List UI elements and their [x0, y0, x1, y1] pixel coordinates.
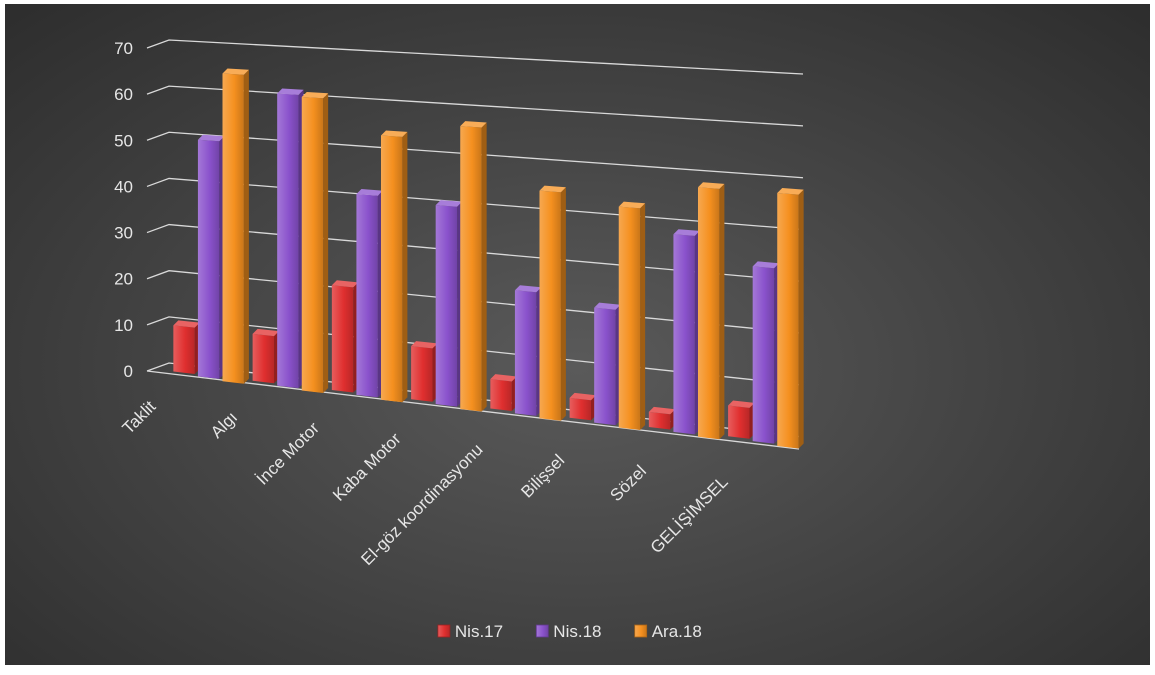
bar-Ara.18-GELİŞİMSEL [777, 188, 804, 449]
y-tick-label: 20 [114, 270, 133, 289]
chart-area: 0 10 20 30 40 50 60 70 Taklit Algı İnce Motor Kaba… [5, 4, 1150, 665]
bar-Nis.18-Sözel [673, 229, 700, 435]
x-category-label: Kaba Motor [329, 429, 405, 505]
y-tick-label: 10 [114, 316, 133, 335]
bar-Nis.18-Kaba Motor [435, 200, 463, 407]
x-category-label: İnce Motor [253, 418, 323, 488]
y-tick-label: 30 [114, 224, 133, 243]
y-tick-label: 70 [114, 39, 133, 58]
bar-Ara.18-Bilişsel [618, 201, 646, 430]
y-tick-label: 60 [114, 85, 133, 104]
gridline-20 [146, 270, 804, 334]
legend-item-Ara.18: Ara.18 [634, 622, 702, 641]
bar-Nis.18-GELİŞİMSEL [752, 261, 780, 444]
bar-Nis.18-Algı [277, 88, 304, 389]
bar-Nis.18-El-göz koordinasyonu [514, 285, 542, 416]
bar-Nis.18-Bilişsel [594, 302, 621, 426]
bar-Ara.18-Algı [301, 91, 329, 393]
x-category-label: GELİŞİMSEL [647, 472, 732, 557]
y-tick-label: 40 [114, 177, 133, 196]
bar-Nis.18-İnce Motor [356, 188, 383, 398]
legend-swatch [437, 624, 451, 638]
legend-item-Nis.18: Nis.18 [535, 622, 601, 641]
x-category-label: Algı [207, 408, 241, 442]
gridline-70 [146, 39, 804, 75]
legend-swatch [535, 624, 549, 638]
x-category-label: Taklit [119, 397, 160, 438]
gridline-60 [146, 85, 804, 127]
y-tick-label: 0 [124, 362, 133, 381]
legend-label: Nis.17 [455, 622, 503, 641]
legend-label: Nis.18 [553, 622, 601, 641]
y-axis-ticks: 0 10 20 30 40 50 60 70 [114, 39, 133, 381]
bar-Nis.17-El-göz koordinasyonu [490, 374, 517, 412]
x-category-label: Bilişsel [517, 451, 568, 502]
bar-Ara.18-Sözel [697, 182, 725, 440]
gridline-50 [146, 131, 804, 179]
bar-Nis.17-Kaba Motor [411, 341, 438, 402]
x-category-label: Sözel [606, 462, 650, 506]
bar-Nis.17-İnce Motor [331, 280, 359, 393]
gridline-10 [146, 316, 804, 386]
bar-Ara.18-Kaba Motor [460, 121, 487, 412]
bar-Nis.17-GELİŞİMSEL [728, 400, 755, 439]
bar-Nis.17-Sözel [648, 406, 676, 430]
bar-Ara.18-İnce Motor [380, 130, 408, 403]
legend-swatch [634, 624, 648, 638]
y-tick-label: 50 [114, 131, 133, 150]
legend-label: Ara.18 [652, 622, 702, 641]
bar-Ara.18-El-göz koordinasyonu [539, 185, 566, 421]
bar-Nis.17-Taklit [173, 320, 200, 375]
bar-Nis.17-Algı [252, 328, 280, 384]
gridline-30 [146, 223, 804, 283]
legend: Nis.17 Nis.18 Ara.18 [437, 622, 702, 641]
bar-Nis.17-Bilişsel [569, 392, 597, 421]
legend-item-Nis.17: Nis.17 [437, 622, 503, 641]
gridline-40 [146, 177, 804, 231]
bars [173, 68, 804, 449]
bar-chart-3d: 0 10 20 30 40 50 60 70 Taklit Algı İnce Motor Kaba… [114, 39, 804, 641]
bar-Ara.18-Taklit [222, 68, 249, 384]
bar-Nis.18-Taklit [197, 134, 225, 379]
